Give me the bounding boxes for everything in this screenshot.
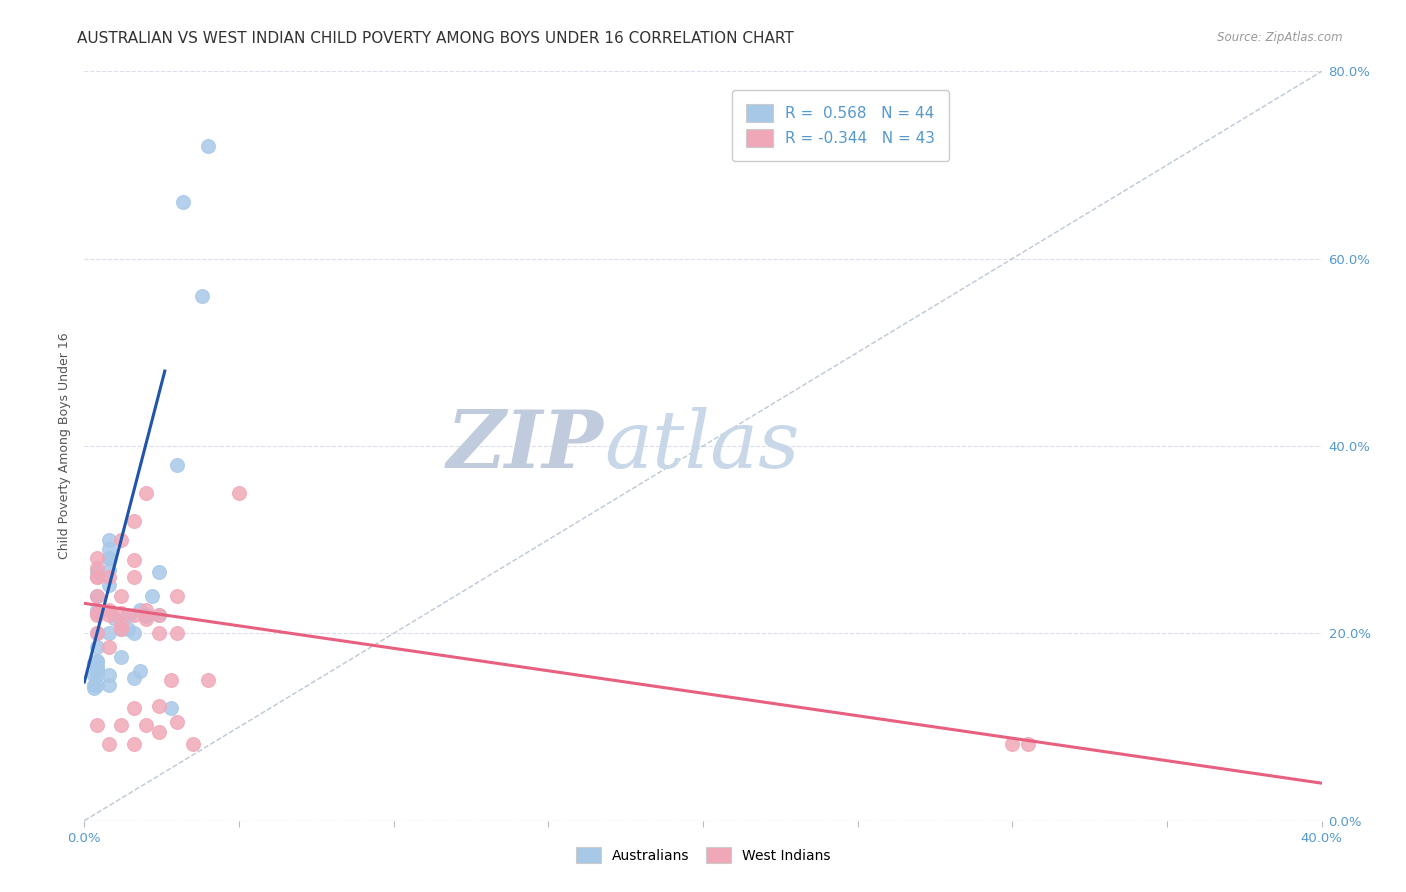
Point	[135, 718, 157, 732]
Point	[110, 617, 132, 632]
Point	[98, 678, 121, 692]
Point	[129, 603, 152, 617]
Point	[86, 570, 108, 584]
Point	[98, 563, 121, 577]
Point	[135, 607, 157, 622]
Point	[148, 626, 170, 640]
Point	[228, 486, 250, 500]
Point	[166, 458, 188, 472]
Point	[1017, 737, 1039, 751]
Text: AUSTRALIAN VS WEST INDIAN CHILD POVERTY AMONG BOYS UNDER 16 CORRELATION CHART: AUSTRALIAN VS WEST INDIAN CHILD POVERTY …	[77, 31, 794, 46]
Point	[86, 561, 108, 575]
Point	[98, 533, 121, 547]
Point	[98, 607, 121, 622]
Point	[86, 718, 108, 732]
Point	[110, 606, 132, 620]
Point	[83, 668, 105, 682]
Point	[197, 139, 219, 153]
Point	[135, 603, 157, 617]
Point	[160, 673, 183, 688]
Point	[86, 606, 108, 620]
Point	[86, 640, 108, 655]
Y-axis label: Child Poverty Among Boys Under 16: Child Poverty Among Boys Under 16	[58, 333, 72, 559]
Point	[86, 659, 108, 673]
Point	[83, 657, 105, 671]
Point	[166, 626, 188, 640]
Point	[86, 607, 108, 622]
Point	[86, 655, 108, 669]
Point	[86, 664, 108, 678]
Point	[86, 589, 108, 603]
Point	[86, 603, 108, 617]
Point	[98, 626, 121, 640]
Point	[122, 701, 145, 715]
Point	[148, 699, 170, 714]
Point	[86, 626, 108, 640]
Point	[86, 668, 108, 682]
Point	[98, 640, 121, 655]
Point	[181, 737, 204, 751]
Point	[135, 612, 157, 626]
Point	[110, 649, 132, 664]
Point	[83, 678, 105, 692]
Point	[110, 533, 132, 547]
Point	[148, 724, 170, 739]
Point	[191, 289, 214, 303]
Point	[117, 622, 139, 636]
Point	[86, 570, 108, 584]
Point	[110, 589, 132, 603]
Legend: R =  0.568   N = 44, R = -0.344   N = 43: R = 0.568 N = 44, R = -0.344 N = 43	[731, 90, 949, 161]
Point	[98, 668, 121, 682]
Point	[148, 607, 170, 622]
Point	[122, 607, 145, 622]
Point	[166, 589, 188, 603]
Point	[86, 655, 108, 669]
Text: Source: ZipAtlas.com: Source: ZipAtlas.com	[1218, 31, 1343, 45]
Point	[86, 626, 108, 640]
Point	[86, 551, 108, 566]
Point	[110, 718, 132, 732]
Point	[110, 622, 132, 636]
Point	[98, 603, 121, 617]
Point	[86, 678, 108, 692]
Point	[129, 664, 152, 678]
Point	[166, 715, 188, 730]
Point	[122, 570, 145, 584]
Point	[148, 566, 170, 580]
Text: ZIP: ZIP	[447, 408, 605, 484]
Point	[141, 589, 163, 603]
Point	[86, 589, 108, 603]
Point	[86, 566, 108, 580]
Point	[83, 681, 105, 695]
Point	[148, 607, 170, 622]
Point	[98, 551, 121, 566]
Point	[197, 673, 219, 688]
Point	[98, 542, 121, 557]
Point	[98, 570, 121, 584]
Point	[135, 609, 157, 624]
Point	[122, 737, 145, 751]
Point	[1001, 737, 1024, 751]
Point	[122, 671, 145, 685]
Point	[122, 553, 145, 567]
Point	[104, 612, 127, 626]
Point	[135, 486, 157, 500]
Point	[117, 607, 139, 622]
Point	[98, 737, 121, 751]
Point	[160, 701, 183, 715]
Point	[122, 626, 145, 640]
Point	[172, 195, 194, 210]
Point	[122, 514, 145, 528]
Point	[98, 551, 121, 566]
Point	[86, 662, 108, 676]
Point	[110, 622, 132, 636]
Legend: Australians, West Indians: Australians, West Indians	[569, 842, 837, 869]
Point	[98, 577, 121, 591]
Text: atlas: atlas	[605, 408, 800, 484]
